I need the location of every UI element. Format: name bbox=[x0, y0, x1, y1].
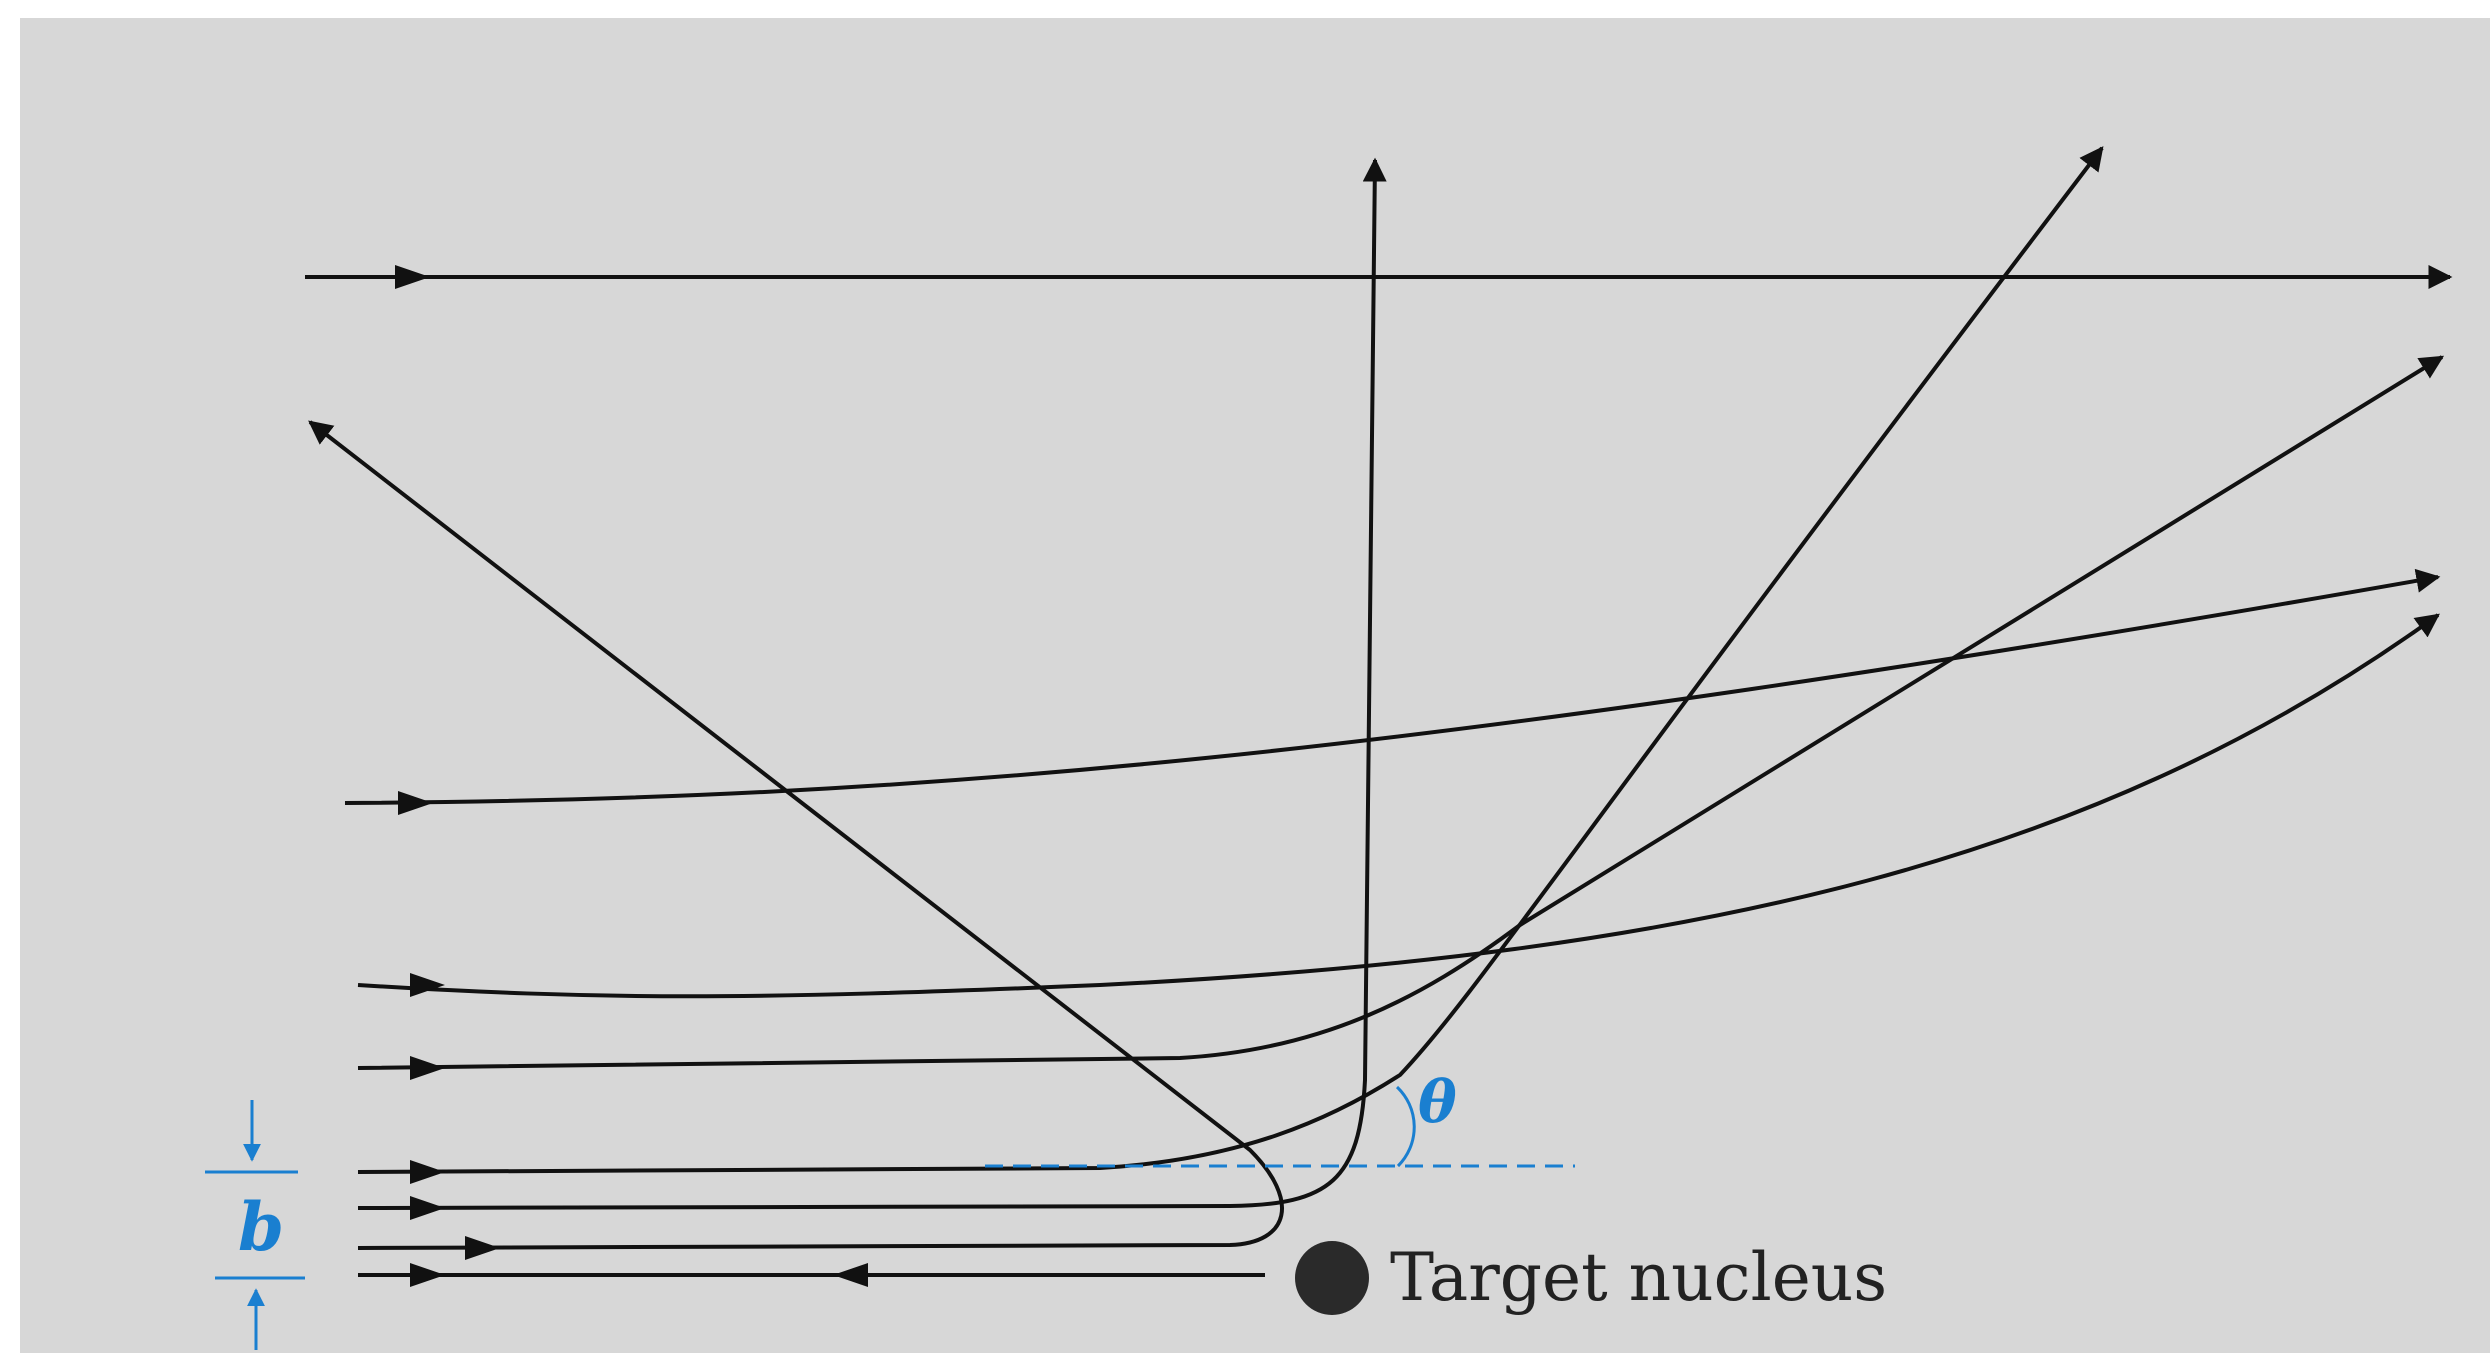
target-nucleus-label: Target nucleus bbox=[1390, 1239, 1887, 1316]
trajectory-direction-arrow bbox=[410, 1160, 445, 1184]
impact-parameter-label: b bbox=[238, 1188, 284, 1266]
trajectory-return-arrow bbox=[833, 1263, 868, 1287]
trajectory-direction-arrow bbox=[410, 1196, 445, 1220]
diagram-panel bbox=[20, 18, 2490, 1353]
trajectory-direction-arrow bbox=[395, 265, 430, 289]
trajectory-theta-deflection bbox=[357, 146, 2104, 1184]
trajectory-direction-arrow bbox=[398, 791, 433, 815]
trajectory-direction-arrow bbox=[410, 1056, 445, 1080]
trajectory-right-angle-deflection bbox=[357, 157, 1387, 1220]
trajectory-direction-arrow bbox=[465, 1236, 500, 1260]
trajectory-undeflected bbox=[305, 265, 2453, 289]
impact-parameter-annotation bbox=[205, 1100, 305, 1350]
trajectory-head-on bbox=[358, 1263, 1265, 1287]
trajectory-direction-arrow bbox=[410, 1263, 445, 1287]
target-nucleus bbox=[1295, 1241, 1369, 1315]
theta-annotation bbox=[985, 1085, 1575, 1168]
trajectory-direction-arrow bbox=[410, 973, 445, 997]
trajectory-backscatter bbox=[308, 420, 1285, 1260]
theta-label: θ bbox=[1418, 1068, 1457, 1136]
theta-arc bbox=[1395, 1085, 1416, 1168]
trajectory-moderate-deflection bbox=[357, 613, 2440, 999]
trajectory-slight-deflection bbox=[344, 568, 2441, 815]
trajectory-large-deflection bbox=[357, 355, 2445, 1080]
